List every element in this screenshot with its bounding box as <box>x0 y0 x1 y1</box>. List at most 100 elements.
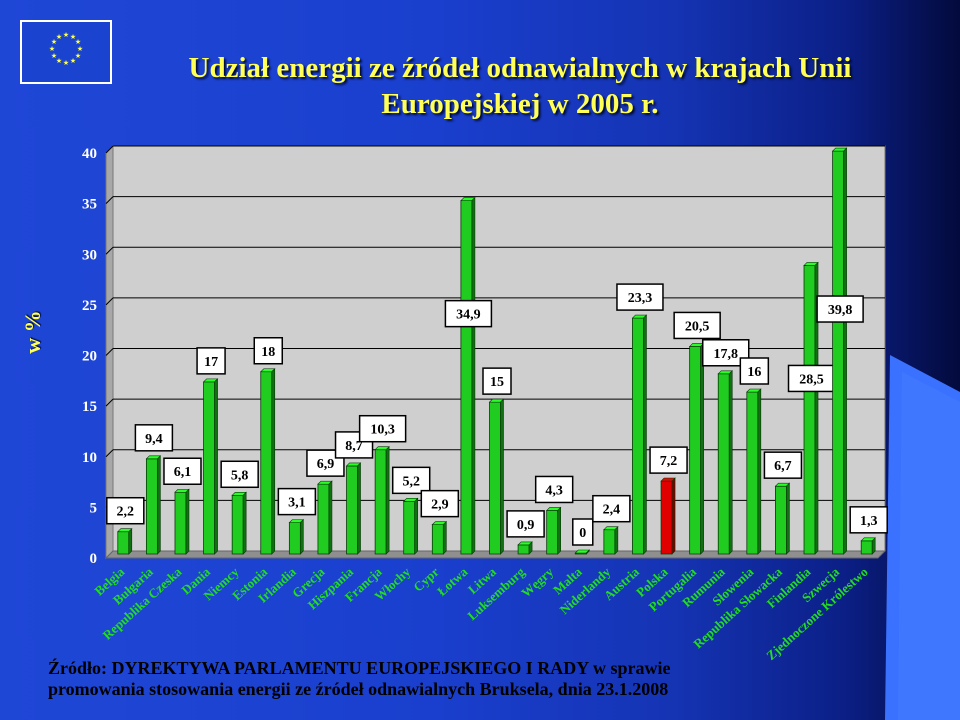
data-label: 39,8 <box>828 303 853 318</box>
bar-side <box>271 368 276 555</box>
data-label: 0 <box>579 526 586 541</box>
data-label-box <box>849 506 888 534</box>
bar-side <box>157 455 161 555</box>
data-label: 9,4 <box>145 432 163 447</box>
y-tick-label: 40 <box>82 146 97 162</box>
data-label: 17,8 <box>713 347 738 362</box>
data-label-box <box>763 451 803 479</box>
data-label: 3,1 <box>288 496 306 511</box>
svg-text:★: ★ <box>49 45 55 53</box>
bar-side <box>757 388 762 555</box>
bar-side <box>643 314 647 555</box>
data-label: 2,4 <box>603 503 621 518</box>
y-tick-label: 20 <box>82 349 97 365</box>
source-line-2: promowania stosowania energii ze źródeł … <box>48 679 669 699</box>
data-label-box <box>134 424 174 452</box>
data-label: 2,2 <box>117 505 135 520</box>
y-tick-label: 35 <box>82 197 97 213</box>
svg-text:★: ★ <box>63 59 69 67</box>
svg-text:★: ★ <box>51 38 57 46</box>
bar <box>231 494 244 555</box>
bar <box>203 381 215 555</box>
data-label-box <box>358 414 407 443</box>
data-label: 4,3 <box>545 483 563 498</box>
bar-side <box>185 488 190 555</box>
chart-title: Udział energii ze źródeł odnawialnych w … <box>130 50 910 122</box>
data-label: 23,3 <box>628 291 653 306</box>
y-tick-label: 30 <box>82 247 97 263</box>
data-label: 6,1 <box>174 465 192 480</box>
data-label: 1,3 <box>860 514 878 529</box>
source-note: Źródło: DYREKTYWA PARLAMENTU EUROPEJSKIE… <box>48 658 928 700</box>
data-label-box <box>673 311 721 340</box>
decorative-panel-inner-shape <box>898 372 960 720</box>
bar <box>346 465 358 555</box>
data-label: 10,3 <box>370 423 395 438</box>
y-tick-label: 25 <box>82 298 97 314</box>
data-label: 20,5 <box>685 319 710 334</box>
svg-text:★: ★ <box>63 31 69 39</box>
y-tick-label: 0 <box>90 551 98 567</box>
bar-side <box>471 196 476 555</box>
data-label: 28,5 <box>799 372 824 387</box>
bar-side <box>671 477 676 555</box>
bar-side <box>585 549 590 555</box>
bar <box>403 500 416 555</box>
y-tick-label: 15 <box>82 399 97 415</box>
source-line-1: Źródło: DYREKTYWA PARLAMENTU EUROPEJSKIE… <box>48 658 671 678</box>
data-label-box <box>482 367 512 395</box>
eu-stars-icon: ★ ★★ ★★★ ★★★ ★★★ <box>49 31 83 67</box>
bar <box>317 483 330 555</box>
bar-side <box>357 462 361 555</box>
bar-side <box>500 398 504 555</box>
data-label-box <box>506 510 545 538</box>
data-label: 15 <box>490 375 504 390</box>
x-tick-label: Łotwa <box>434 564 471 599</box>
data-label: 6,9 <box>317 457 335 472</box>
data-label-box <box>739 357 770 385</box>
data-label: 17 <box>204 355 218 370</box>
data-label-box <box>572 518 594 546</box>
data-label-box <box>106 496 145 525</box>
bar-side <box>814 261 819 555</box>
y-tick-label: 10 <box>82 450 97 466</box>
bar <box>660 480 673 555</box>
bar-side <box>700 342 704 555</box>
data-label-box <box>391 466 431 495</box>
data-label: 8,7 <box>345 439 363 454</box>
bar <box>145 458 158 555</box>
data-label-box <box>816 295 864 323</box>
bar-side <box>443 520 447 555</box>
svg-text:★: ★ <box>70 33 76 41</box>
bar <box>632 317 644 555</box>
bar-side <box>614 525 619 555</box>
bar-side <box>728 370 733 555</box>
data-label: 18 <box>261 345 275 360</box>
data-label-box <box>420 489 460 518</box>
gridline-side <box>105 398 114 407</box>
data-label-box <box>306 449 345 477</box>
bar <box>832 150 845 555</box>
bar <box>489 401 501 555</box>
bar-side <box>528 541 533 555</box>
bar-side <box>557 506 561 555</box>
data-label: 34,9 <box>456 308 481 323</box>
data-label: 5,8 <box>231 468 249 483</box>
gridline-side <box>105 449 114 458</box>
bar <box>431 524 444 555</box>
data-label-box <box>253 337 284 365</box>
bar-side <box>128 528 133 555</box>
svg-text:★: ★ <box>51 52 57 60</box>
bar-side <box>242 491 247 555</box>
bar-side <box>300 518 304 555</box>
bar <box>689 346 702 555</box>
bar <box>260 371 273 555</box>
eu-flag-logo: ★ ★ ★ ★ ★ ★ ★ ★ ★ ★ ★ ★ <box>20 20 112 84</box>
bar <box>460 200 473 555</box>
svg-text:★: ★ <box>70 57 76 65</box>
svg-text:★: ★ <box>77 45 83 53</box>
gridline-side <box>105 297 114 306</box>
data-label: 2,9 <box>431 498 449 513</box>
gridline-side <box>105 145 114 154</box>
